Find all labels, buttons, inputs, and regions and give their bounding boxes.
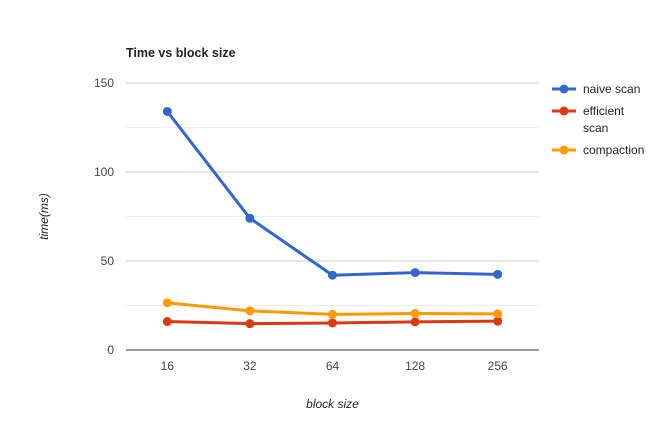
chart-title: Time vs block size [126, 46, 236, 60]
x-tick-label: 16 [161, 359, 175, 373]
data-point[interactable] [245, 306, 255, 316]
legend-swatch-marker [559, 84, 569, 94]
data-point[interactable] [162, 106, 172, 116]
y-axis-title: time(ms) [37, 193, 51, 240]
data-point[interactable] [493, 269, 503, 279]
y-tick-label: 150 [94, 76, 114, 90]
legend-label[interactable]: naive scan [583, 82, 640, 96]
data-point[interactable] [410, 309, 420, 319]
data-point[interactable] [410, 317, 420, 327]
y-tick-label: 50 [101, 254, 115, 268]
legend-label[interactable]: scan [583, 121, 608, 135]
legend-swatch-marker [559, 106, 569, 116]
x-tick-label: 64 [326, 359, 340, 373]
legend-swatch-marker [559, 145, 569, 155]
data-point[interactable] [328, 270, 337, 280]
data-point[interactable] [162, 317, 172, 327]
x-axis-title: block size [306, 397, 359, 411]
x-tick-label: 32 [243, 359, 257, 373]
legend-label[interactable]: efficient [583, 104, 625, 118]
data-point[interactable] [493, 309, 503, 319]
series-line [165, 109, 500, 277]
data-point[interactable] [328, 309, 337, 319]
y-tick-label: 100 [94, 165, 114, 179]
x-tick-label: 256 [488, 359, 508, 373]
x-tick-label: 128 [405, 359, 425, 373]
data-point[interactable] [245, 213, 255, 223]
data-point[interactable] [245, 319, 255, 329]
data-point[interactable] [493, 316, 503, 326]
data-point[interactable] [410, 268, 420, 278]
data-point[interactable] [162, 298, 172, 308]
data-point[interactable] [328, 318, 337, 328]
legend-label[interactable]: compaction [583, 143, 644, 157]
y-tick-label: 0 [107, 343, 114, 357]
